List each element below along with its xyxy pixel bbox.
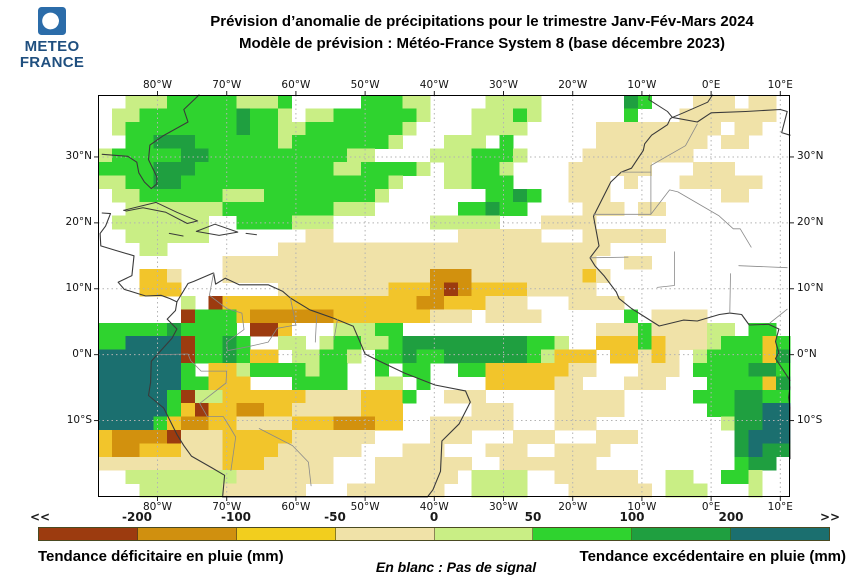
page-title-line1: Prévision d’anomalie de précipitations p…: [210, 13, 754, 30]
axis-tick-label: 10°S: [797, 413, 823, 426]
axis-tick-label: 20°W: [558, 501, 588, 513]
axis-tick-label: 70°W: [212, 501, 242, 513]
legend-excess-label: Tendance excédentaire en pluie (mm): [579, 548, 846, 565]
axis-tick-label: 0°N: [797, 347, 817, 360]
colorbar-segment: [434, 528, 534, 540]
anomaly-map-image: [94, 91, 794, 501]
meteo-france-logo: METEO FRANCE: [12, 6, 92, 71]
axis-tick-label: 50°W: [350, 79, 380, 91]
colorbar-tick-label: >>: [820, 510, 841, 524]
axis-tick-label: 30°W: [489, 501, 518, 513]
colorbar-tick-label: -50: [324, 510, 346, 524]
axis-tick-label: 0°E: [701, 79, 721, 91]
axis-tick-label: 10°N: [65, 281, 92, 294]
colorbar-tick-label: 50: [524, 510, 542, 524]
axis-tick-label: 30°N: [65, 149, 92, 162]
logo-text-meteo: METEO: [24, 38, 80, 55]
colorbar-segment: [39, 528, 138, 540]
axis-tick-label: 10°W: [627, 79, 657, 91]
axis-tick-label: 60°W: [281, 79, 311, 91]
axis-tick-label: 0°N: [72, 347, 92, 360]
colorbar: [38, 527, 830, 541]
colorbar-segment: [731, 528, 829, 540]
colorbar-tick-label: -200: [121, 510, 153, 524]
axis-tick-label: 10°E: [767, 501, 793, 513]
axis-tick-label: 40°W: [419, 501, 449, 513]
axis-tick-label: 20°N: [65, 215, 92, 228]
axis-tick-label: 30°N: [797, 149, 824, 162]
page-title: Prévision d’anomalie de précipitations p…: [104, 11, 860, 55]
axis-tick-label: 10°W: [627, 501, 657, 513]
legend-no-signal-label: En blanc : Pas de signal: [375, 559, 537, 575]
axis-tick-label: 80°W: [143, 79, 172, 91]
page-title-line2: Modèle de prévision : Météo-France Syste…: [238, 35, 725, 52]
axis-tick-label: 10°S: [66, 413, 92, 426]
colorbar-tick-label: 100: [619, 510, 645, 524]
colorbar-segment: [533, 528, 633, 540]
axis-tick-label: 50°W: [350, 501, 380, 513]
colorbar-segment: [236, 528, 336, 540]
colorbar-tick-label: <<: [30, 510, 51, 524]
axis-tick-label: 20°W: [558, 79, 588, 91]
axis-tick-label: 20°N: [797, 215, 824, 228]
legend-deficit-label: Tendance déficitaire en pluie (mm): [38, 548, 284, 565]
axis-tick-label: 60°W: [281, 501, 311, 513]
colorbar-tick-label: 0: [429, 510, 439, 524]
axis-tick-label: 70°W: [212, 79, 242, 91]
colorbar-segment: [335, 528, 435, 540]
axis-tick-label: 10°E: [767, 79, 793, 91]
anomaly-map: [94, 91, 794, 501]
colorbar-segment: [632, 528, 732, 540]
axis-tick-label: 40°W: [419, 79, 449, 91]
axis-tick-label: 30°W: [489, 79, 518, 91]
axis-tick-label: 80°W: [143, 501, 172, 513]
axis-tick-label: 0°E: [701, 501, 721, 513]
colorbar-segment: [137, 528, 237, 540]
colorbar-tick-label: 200: [718, 510, 744, 524]
meteo-france-logo-icon: [38, 7, 66, 35]
logo-text-france: FRANCE: [19, 54, 85, 71]
axis-tick-label: 10°N: [797, 281, 824, 294]
colorbar-tick-label: -100: [220, 510, 252, 524]
